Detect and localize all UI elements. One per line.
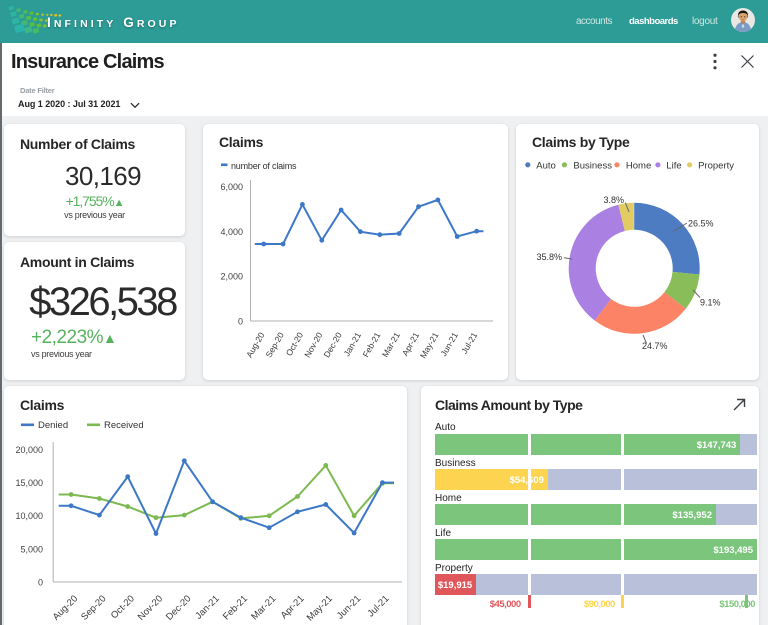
svg-text:Denied: Denied bbox=[38, 420, 68, 431]
svg-text:Jan-21: Jan-21 bbox=[193, 593, 221, 621]
svg-text:Received: Received bbox=[104, 420, 144, 431]
svg-text:Home: Home bbox=[626, 160, 651, 171]
svg-text:26.5%: 26.5% bbox=[688, 219, 714, 229]
svg-text:Mar-21: Mar-21 bbox=[380, 330, 402, 359]
svg-text:Jun-21: Jun-21 bbox=[335, 593, 363, 621]
svg-text:May-21: May-21 bbox=[305, 593, 335, 623]
svg-text:Mar-21: Mar-21 bbox=[249, 593, 278, 622]
svg-text:4,000: 4,000 bbox=[220, 227, 243, 237]
svg-text:Dec-20: Dec-20 bbox=[164, 593, 193, 622]
svg-text:6,000: 6,000 bbox=[220, 182, 243, 192]
svg-text:10,000: 10,000 bbox=[15, 511, 43, 521]
svg-text:0: 0 bbox=[238, 316, 243, 326]
svg-text:Property: Property bbox=[698, 160, 734, 171]
svg-text:Jul-21: Jul-21 bbox=[365, 593, 391, 619]
svg-text:Jun-21: Jun-21 bbox=[438, 330, 460, 358]
svg-text:20,000: 20,000 bbox=[15, 445, 43, 455]
svg-text:0: 0 bbox=[38, 578, 43, 588]
svg-text:Apr-21: Apr-21 bbox=[279, 593, 307, 621]
svg-text:Jul-21: Jul-21 bbox=[459, 330, 479, 355]
svg-text:5,000: 5,000 bbox=[20, 544, 43, 554]
svg-text:Dec-20: Dec-20 bbox=[321, 330, 343, 359]
svg-text:Nov-20: Nov-20 bbox=[136, 593, 165, 622]
svg-text:Auto: Auto bbox=[536, 160, 556, 171]
svg-text:Business: Business bbox=[573, 160, 612, 171]
svg-text:Sep-20: Sep-20 bbox=[263, 330, 286, 359]
svg-text:Oct-20: Oct-20 bbox=[109, 593, 137, 621]
svg-text:2,000: 2,000 bbox=[220, 272, 243, 282]
svg-text:9.1%: 9.1% bbox=[700, 298, 721, 308]
svg-text:Sep-20: Sep-20 bbox=[79, 593, 108, 622]
svg-text:24.7%: 24.7% bbox=[642, 341, 668, 351]
svg-text:number of claims: number of claims bbox=[231, 161, 297, 171]
svg-text:May-21: May-21 bbox=[418, 330, 441, 360]
svg-text:35.8%: 35.8% bbox=[536, 252, 562, 262]
svg-text:Feb-21: Feb-21 bbox=[221, 593, 250, 622]
svg-text:Life: Life bbox=[666, 160, 681, 171]
svg-text:15,000: 15,000 bbox=[15, 478, 43, 488]
svg-text:Aug-20: Aug-20 bbox=[51, 593, 80, 622]
svg-text:3.8%: 3.8% bbox=[603, 195, 624, 205]
